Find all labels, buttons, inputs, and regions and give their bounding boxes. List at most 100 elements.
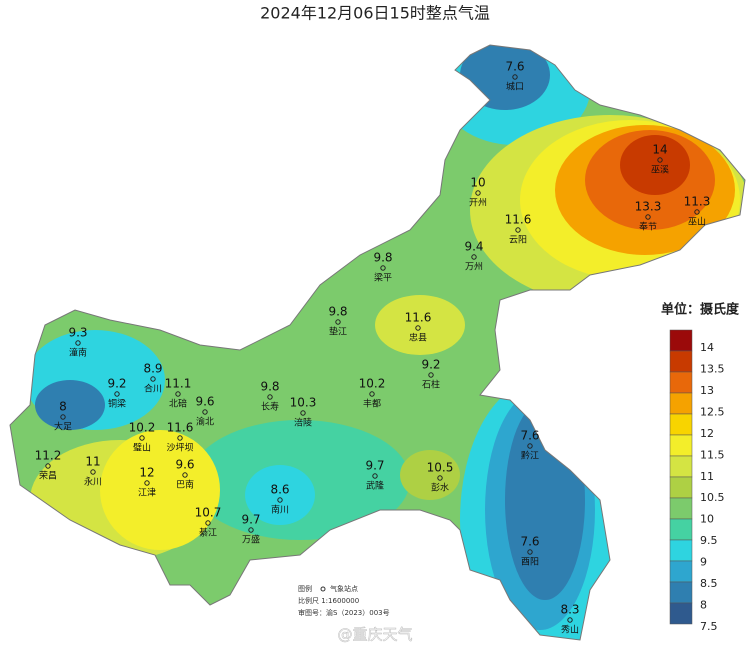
station-value: 9.6 [195,395,214,409]
note-icon [320,586,326,592]
station-dot [75,340,81,346]
legend-label: 9.5 [700,534,718,547]
legend-swatch [669,455,693,478]
legend-swatch [669,329,693,352]
station-name: 涪陵 [294,417,312,429]
legend-swatch [669,350,693,373]
station-value: 13.3 [635,200,662,214]
note-approval: 审图号：渝S（2023）003号 [298,608,390,617]
station-dot [144,480,150,486]
watermark: @重庆天气 [337,626,412,644]
station-name: 梁平 [374,272,392,284]
station-name: 渝北 [196,416,214,428]
station-value: 9.7 [241,513,260,527]
legend-label: 12.5 [700,405,725,418]
station-dot [527,549,533,555]
station-value: 10.5 [427,461,454,475]
legend-swatch [669,518,693,541]
station-name: 长寿 [261,401,279,413]
stations: 7.6 城口 14 巫溪 10 开州 11.3 巫山 13.3 奉节 11.6 云阳 9.4 万州 9.8 梁… [35,60,711,636]
station-value: 7.6 [520,429,539,443]
title: 2024年12月06日15时整点气温 [260,4,490,23]
station-value: 8.9 [143,362,162,376]
station-value: 11.1 [165,377,192,391]
station-dot [471,254,477,260]
station-dot [45,463,51,469]
station-value: 9.6 [175,458,194,472]
legend-title: 单位：摄氏度 [661,302,740,318]
station-name: 城口 [506,82,524,93]
station-value: 11 [85,455,100,469]
station-name: 垫江 [329,326,347,338]
station-dot [567,617,573,623]
station-dot [60,414,66,420]
station-value: 8 [59,400,67,414]
legend-label: 14 [700,341,714,354]
station-name: 开州 [469,198,487,209]
legend-swatch [669,476,693,499]
station-value: 12 [139,466,154,480]
station-name: 铜梁 [108,398,126,410]
station-name: 万盛 [242,534,260,546]
station-name: 忠县 [409,333,427,344]
legend-label: 10 [700,513,714,526]
station-dot [527,443,533,449]
station-value: 9.2 [107,377,126,391]
station-name: 巴南 [176,479,194,491]
station-value: 9.8 [328,305,347,319]
station-name: 云阳 [509,235,527,246]
station-dot [90,469,96,475]
station-dot [139,435,145,441]
legend-label: 13.5 [700,362,725,375]
legend-swatch [669,539,693,562]
station-value: 9.2 [421,358,440,372]
legend-label: 8.5 [700,577,718,590]
station-name: 江津 [138,488,156,499]
station-name: 武隆 [366,480,384,492]
station-dot [205,520,211,526]
station-value: 7.6 [520,535,539,549]
station-name: 合川 [144,383,162,395]
legend-label: 13 [700,384,714,397]
station-name: 石柱 [422,379,440,391]
legend-label: 9 [700,556,707,569]
station-name: 綦江 [199,527,217,539]
station-dot [428,372,434,378]
station-dot [475,190,481,196]
station-value: 11.2 [35,449,62,463]
station-name: 潼南 [69,347,87,359]
legend-swatch [669,560,693,583]
station-name: 巫溪 [651,164,669,176]
station-value: 11.3 [684,195,711,209]
legend: 14 13.5 13 12.5 12 11.5 11 10.5 10 9.5 9 8.5 8 7.5 [669,329,725,633]
station-dot [335,319,341,325]
station-value: 9.8 [373,251,392,265]
station-dot [372,473,378,479]
station-dot [175,391,181,397]
station-name: 大足 [54,421,72,433]
station-dot [248,527,254,533]
station-name: 奉节 [639,221,657,233]
station-value: 9.4 [464,240,483,254]
station-value: 9.3 [68,326,87,340]
station-dot [114,391,120,397]
station-value: 10.7 [195,506,222,520]
legend-swatch [669,413,693,436]
legend-label: 7.5 [700,620,718,633]
station-dot [380,265,386,271]
station-dot [415,325,421,331]
station-name: 秀山 [561,624,579,636]
legend-label: 10.5 [700,491,725,504]
station-dot [369,391,375,397]
station-value: 11.6 [167,421,194,435]
legend-label: 11.5 [700,448,725,461]
station-value: 7.6 [505,60,524,74]
legend-swatch [669,434,693,457]
station-name: 璧山 [133,442,151,454]
station-dot [202,409,208,415]
legend-label: 12 [700,427,714,440]
legend-swatch [669,371,693,394]
station-name: 南川 [271,504,289,516]
station-name: 永川 [84,476,102,488]
station-value: 14 [652,143,667,157]
